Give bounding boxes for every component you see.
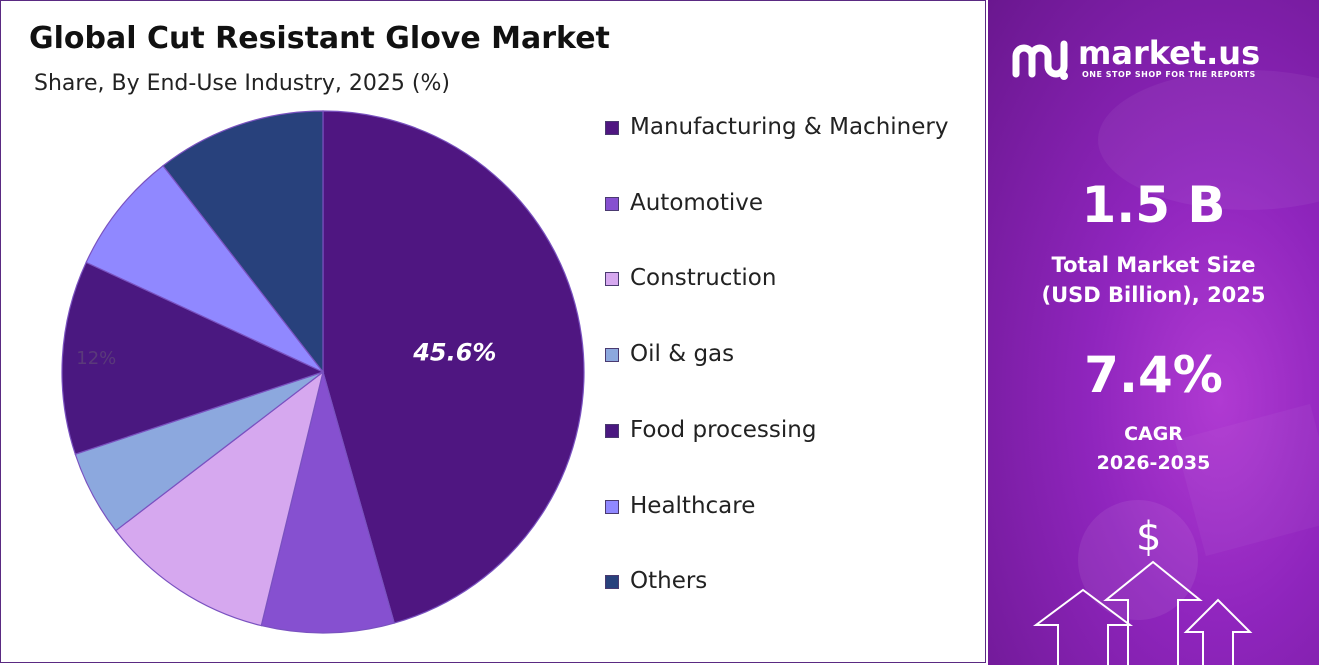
legend-swatch <box>605 423 619 438</box>
brand-tagline: ONE STOP SHOP FOR THE REPORTS <box>1082 70 1256 79</box>
market-us-logo-icon <box>1012 40 1068 80</box>
pie-data-label-manufacturing-and-machinery: 45.6% <box>412 339 496 367</box>
legend-label: Manufacturing & Machinery <box>630 114 949 140</box>
legend-label: Oil & gas <box>630 341 735 368</box>
brand: market.us ONE STOP SHOP FOR THE REPORTS <box>1010 34 1310 86</box>
background-decoration <box>1078 70 1319 620</box>
pie-slice-manufacturing-and-machinery <box>322 110 585 624</box>
legend-label: Food processing <box>630 416 817 443</box>
cagr-label-line-1: CAGR <box>1124 423 1183 445</box>
legend-swatch <box>605 196 619 211</box>
cagr-value: 7.4% <box>1084 346 1223 404</box>
market-size-label-line-2: (USD Billion), 2025 <box>1041 283 1266 307</box>
pie-slice-others <box>162 110 324 374</box>
pie-slice-healthcare <box>85 164 324 373</box>
legend-label: Construction <box>630 265 777 292</box>
market-size-label-line-1: Total Market Size <box>1051 253 1256 277</box>
market-size-label: Total Market Size (USD Billion), 2025 <box>988 250 1319 310</box>
dollar-icon: $ <box>1136 514 1162 560</box>
legend-swatch <box>605 121 619 135</box>
cagr-label-line-2: 2026-2035 <box>1096 452 1211 474</box>
chart-panel: Global Cut Resistant Glove Market Share,… <box>0 0 986 663</box>
legend-label: Healthcare <box>630 492 756 519</box>
legend-swatch <box>605 575 619 590</box>
pie-slice-construction <box>114 370 324 627</box>
growth-arrows-icon <box>1032 560 1253 665</box>
pie-data-label-food-processing: 12% <box>76 348 116 369</box>
info-panel: market.us ONE STOP SHOP FOR THE REPORTS … <box>988 0 1319 665</box>
pie-slice-automotive <box>260 369 395 634</box>
chart-title: Global Cut Resistant Glove Market <box>29 21 610 56</box>
legend-swatch <box>605 272 619 287</box>
pie-slice-food-processing <box>61 261 325 455</box>
legend-label: Automotive <box>630 189 764 216</box>
pie-chart: 45.6% 12% <box>61 110 585 634</box>
legend-label: Others <box>630 568 708 595</box>
legend-swatch <box>605 499 619 514</box>
brand-name: market.us <box>1078 34 1261 72</box>
chart-subtitle: Share, By End-Use Industry, 2025 (%) <box>34 71 450 96</box>
cagr-label: CAGR 2026-2035 <box>988 420 1319 478</box>
legend-swatch <box>605 348 619 363</box>
pie-data-labels: 45.6% 12% <box>76 339 496 370</box>
pie-slices <box>61 110 585 634</box>
market-size-value: 1.5 B <box>1081 176 1226 234</box>
